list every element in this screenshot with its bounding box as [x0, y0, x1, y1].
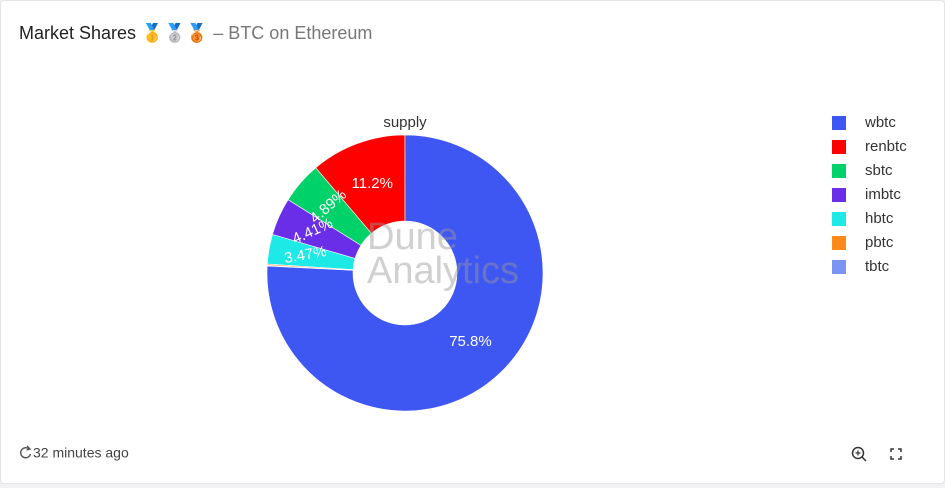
donut-slice — [266, 134, 544, 412]
legend-label: wbtc — [864, 114, 896, 131]
legend-label: hbtc — [865, 210, 894, 227]
legend-swatch — [832, 212, 846, 226]
legend: wbtc renbtc sbtc imbtc hbtc pbtc tbtc — [832, 114, 907, 275]
legend-swatch — [832, 140, 846, 154]
watermark: Dune — [367, 216, 458, 258]
legend-swatch — [832, 188, 846, 202]
legend-swatch — [832, 116, 846, 130]
legend-swatch — [832, 260, 846, 274]
refresh-icon[interactable] — [19, 445, 32, 459]
zoom-button[interactable] — [851, 446, 867, 462]
watermark: Analytics — [367, 250, 519, 292]
slice-label: 11.2% — [352, 175, 393, 192]
subtitle-text: – BTC on Ethereum — [213, 23, 372, 43]
title-text: Market Shares 🥇🥈🥉 — [19, 22, 208, 44]
chart-title: supply — [383, 114, 427, 131]
legend-swatch — [832, 164, 846, 178]
legend-label: tbtc — [865, 258, 890, 275]
legend-swatch — [832, 236, 846, 250]
donut — [266, 134, 544, 412]
legend-label: imbtc — [865, 186, 901, 203]
legend-label: renbtc — [865, 138, 907, 155]
widget-title: Market Shares 🥇🥈🥉 – BTC on Ethereum — [19, 22, 372, 44]
slice-label: 75.8% — [449, 333, 492, 350]
updated-time: 32 minutes ago — [33, 445, 129, 461]
legend-label: pbtc — [865, 234, 894, 251]
legend-label: sbtc — [865, 162, 893, 179]
fullscreen-button[interactable] — [890, 448, 902, 460]
